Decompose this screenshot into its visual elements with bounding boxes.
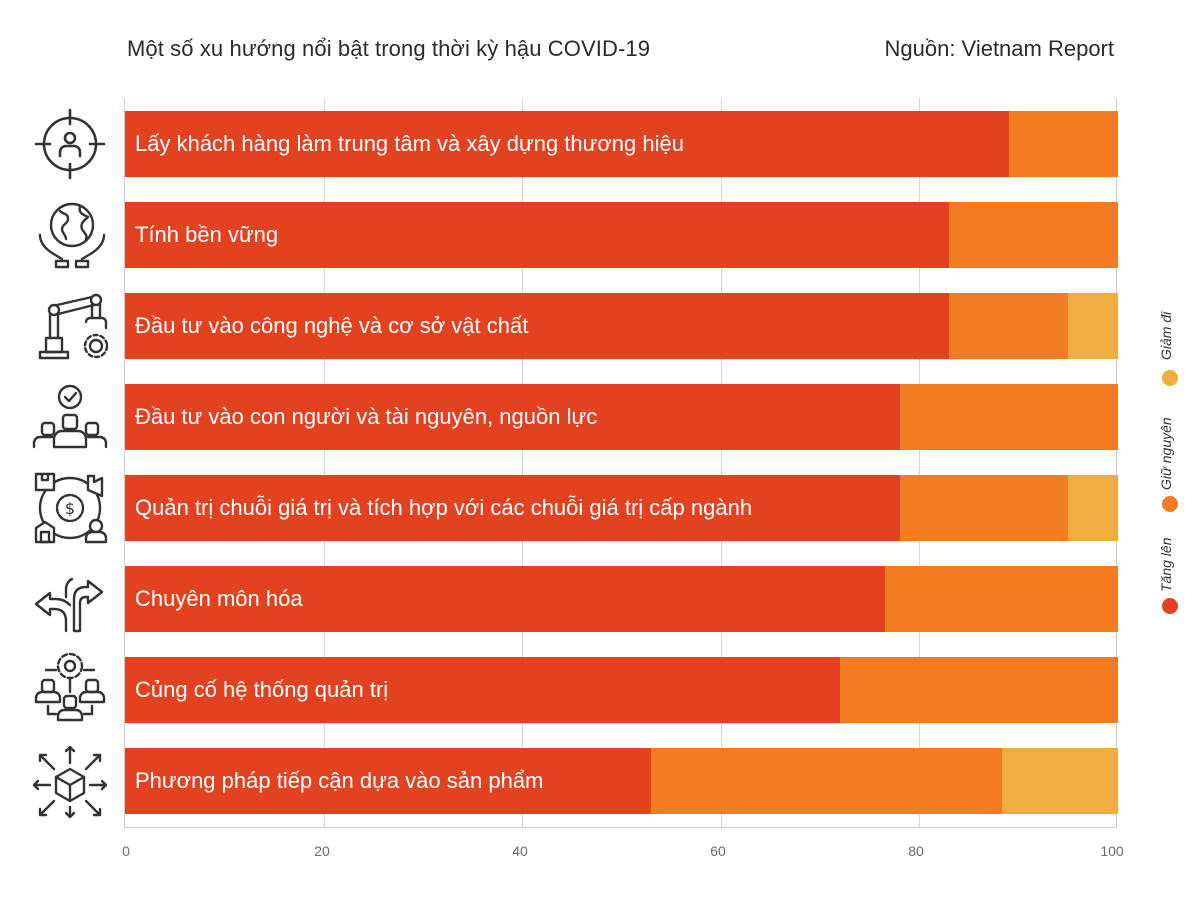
segment-giu-nguyen bbox=[899, 384, 1118, 450]
legend-dot-icon bbox=[1162, 598, 1178, 614]
segment-tang-len bbox=[125, 657, 840, 723]
bar-row: Tính bền vững bbox=[125, 202, 1118, 268]
bar-label: Chuyên môn hóa bbox=[135, 586, 303, 611]
x-tick: 0 bbox=[122, 843, 130, 859]
segment-tang-len bbox=[125, 748, 652, 814]
target-person-icon bbox=[30, 104, 110, 184]
bar-row: Đầu tư vào con người và tài nguyên, nguồ… bbox=[125, 384, 1118, 450]
plot-area: Lấy khách hàng làm trung tâm và xây dựng… bbox=[124, 98, 1118, 828]
legend-label: Giữ nguyên bbox=[1158, 417, 1174, 490]
bar-row: Củng cố hệ thống quản trị bbox=[125, 657, 1118, 723]
legend: Giảm đi Giữ nguyên Tăng lên bbox=[1152, 300, 1192, 620]
bar-row: Quản trị chuỗi giá trị và tích hợp với c… bbox=[125, 475, 1118, 541]
x-tick: 100 bbox=[1100, 843, 1124, 859]
segment-giam-di bbox=[1068, 293, 1118, 359]
split-arrows-icon bbox=[30, 559, 110, 639]
bar-label: Củng cố hệ thống quản trị bbox=[135, 677, 389, 702]
gridline-60 bbox=[720, 98, 722, 827]
bar-label: Quản trị chuỗi giá trị và tích hợp với c… bbox=[135, 495, 753, 520]
segment-tang-len bbox=[125, 111, 1009, 177]
bar-label: Tính bền vững bbox=[135, 222, 279, 247]
bar-label: Lấy khách hàng làm trung tâm và xây dựng… bbox=[135, 131, 684, 156]
segment-giu-nguyen bbox=[949, 293, 1069, 359]
management-gear-icon bbox=[30, 650, 110, 730]
segment-giam-di bbox=[1068, 475, 1118, 541]
segment-giu-nguyen bbox=[884, 566, 1118, 632]
x-tick: 20 bbox=[314, 843, 330, 859]
team-check-icon bbox=[30, 377, 110, 457]
segment-tang-len bbox=[125, 566, 885, 632]
segment-tang-len bbox=[125, 384, 900, 450]
bar-row: Phương pháp tiếp cận dựa vào sản phẩm bbox=[125, 748, 1118, 814]
segment-giu-nguyen bbox=[839, 657, 1118, 723]
x-tick: 80 bbox=[908, 843, 924, 859]
chart-source: Nguồn: Vietnam Report bbox=[884, 36, 1114, 61]
value-chain-icon: $ bbox=[30, 468, 110, 548]
segment-tang-len bbox=[125, 475, 900, 541]
bar-row: Chuyên môn hóa bbox=[125, 566, 1118, 632]
segment-giu-nguyen bbox=[651, 748, 1002, 814]
chart-title: Một số xu hướng nổi bật trong thời kỳ hậ… bbox=[127, 36, 651, 61]
gridline-40 bbox=[522, 98, 524, 827]
x-tick: 60 bbox=[710, 843, 726, 859]
svg-text:$: $ bbox=[65, 499, 75, 518]
gridline-80 bbox=[919, 98, 921, 827]
legend-dot-icon bbox=[1162, 370, 1178, 386]
gridline-20 bbox=[323, 98, 325, 827]
segment-giu-nguyen bbox=[899, 475, 1069, 541]
robotic-arm-icon bbox=[30, 286, 110, 366]
segment-tang-len bbox=[125, 293, 950, 359]
legend-label: Giảm đi bbox=[1158, 311, 1174, 360]
bar-label: Phương pháp tiếp cận dựa vào sản phẩm bbox=[135, 768, 544, 793]
bar-row: Lấy khách hàng làm trung tâm và xây dựng… bbox=[125, 111, 1118, 177]
legend-dot-icon bbox=[1162, 496, 1178, 512]
segment-giu-nguyen bbox=[1008, 111, 1118, 177]
globe-in-hands-icon bbox=[30, 195, 110, 275]
x-tick: 40 bbox=[512, 843, 528, 859]
bar-label: Đầu tư vào con người và tài nguyên, nguồ… bbox=[135, 404, 598, 429]
product-box-arrows-icon bbox=[30, 741, 110, 821]
bar-label: Đầu tư vào công nghệ và cơ sở vật chất bbox=[135, 313, 529, 338]
segment-giu-nguyen bbox=[949, 202, 1118, 268]
segment-giam-di bbox=[1001, 748, 1118, 814]
legend-label: Tăng lên bbox=[1158, 537, 1174, 592]
segment-tang-len bbox=[125, 202, 950, 268]
bar-row: Đầu tư vào công nghệ và cơ sở vật chất bbox=[125, 293, 1118, 359]
